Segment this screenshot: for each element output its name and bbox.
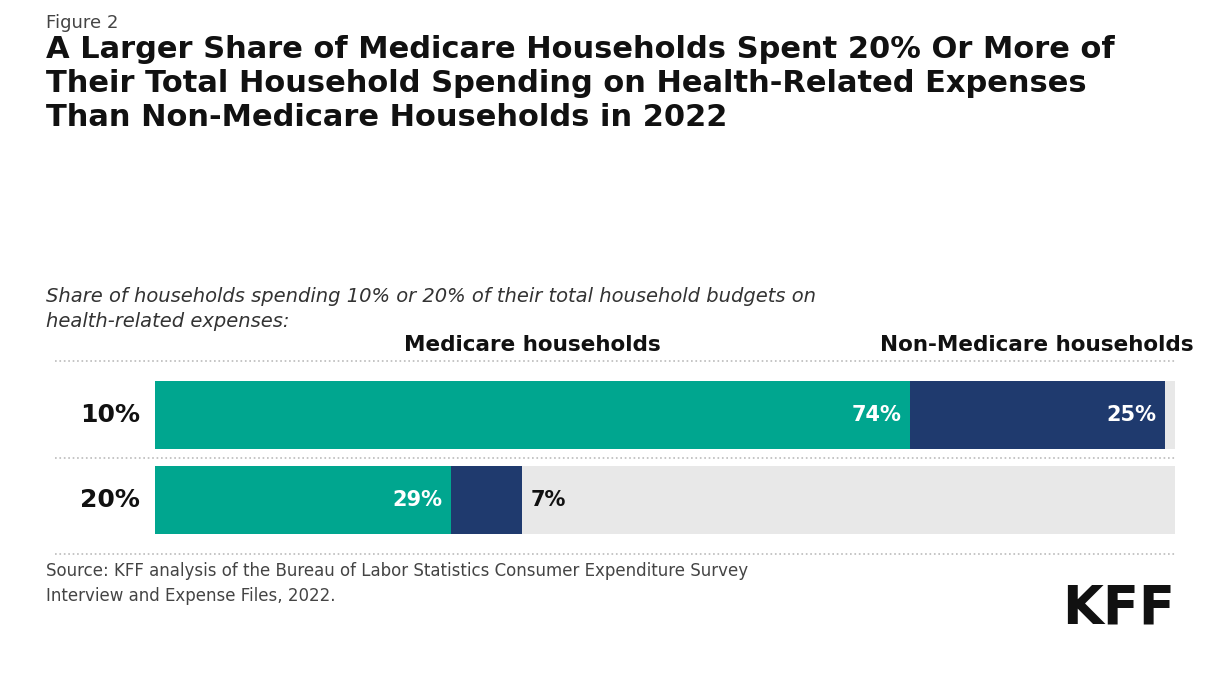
Bar [155,381,1175,449]
Bar [155,381,910,449]
Text: Medicare households: Medicare households [404,335,661,355]
Text: 20%: 20% [81,488,140,512]
Text: Source: KFF analysis of the Bureau of Labor Statistics Consumer Expenditure Surv: Source: KFF analysis of the Bureau of La… [46,562,748,605]
Text: 10%: 10% [81,403,140,427]
Bar [155,466,1175,534]
Bar [910,381,1165,449]
Bar [155,466,451,534]
Text: Share of households spending 10% or 20% of their total household budgets on
heal: Share of households spending 10% or 20% … [46,287,816,331]
Text: 29%: 29% [393,490,443,510]
Text: 74%: 74% [852,405,902,425]
Text: 7%: 7% [531,490,566,510]
Text: Figure 2: Figure 2 [46,14,118,32]
Text: Non-Medicare households: Non-Medicare households [881,335,1194,355]
Bar [451,466,522,534]
Text: 25%: 25% [1107,405,1157,425]
Text: KFF: KFF [1063,582,1175,634]
Text: A Larger Share of Medicare Households Spent 20% Or More of
Their Total Household: A Larger Share of Medicare Households Sp… [46,35,1115,132]
